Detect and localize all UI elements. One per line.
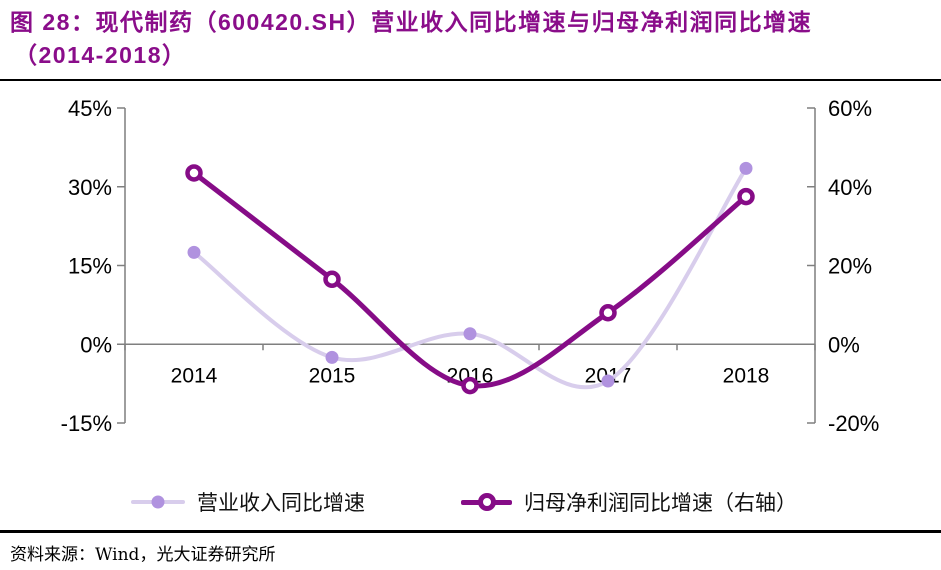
legend-item-profit: 归母净利润同比增速（右轴） bbox=[461, 487, 797, 517]
title-divider bbox=[0, 79, 941, 81]
left-axis-tick-label: -15% bbox=[61, 411, 112, 436]
figure-title: 图 28：现代制药（600420.SH）营业收入同比增速与归母净利润同比增速 （… bbox=[10, 6, 935, 72]
legend-item-revenue: 营业收入同比增速 bbox=[131, 487, 365, 517]
series-revenue-marker bbox=[739, 161, 753, 175]
right-axis-tick-label: 60% bbox=[828, 96, 872, 121]
x-axis-category-label: 2018 bbox=[723, 364, 770, 387]
right-axis-tick-label: 40% bbox=[828, 175, 872, 200]
series-profit-marker bbox=[737, 187, 755, 206]
x-axis-category-label: 2014 bbox=[171, 364, 218, 387]
series-revenue-marker bbox=[463, 327, 477, 341]
series-profit-line bbox=[191, 170, 749, 389]
right-axis-tick-label: 20% bbox=[828, 254, 872, 279]
left-axis-tick-label: 0% bbox=[80, 332, 112, 357]
right-axis-tick-label: -20% bbox=[828, 411, 879, 436]
profit-line-swatch-icon bbox=[461, 493, 512, 511]
left-axis-tick-label: 30% bbox=[68, 175, 112, 200]
series-revenue-marker bbox=[601, 374, 615, 388]
series-revenue-line bbox=[192, 166, 748, 390]
legend-label-profit: 归母净利润同比增速（右轴） bbox=[524, 491, 797, 515]
revenue-dot-icon bbox=[151, 495, 165, 509]
figure-title-line1: 图 28：现代制药（600420.SH）营业收入同比增速与归母净利润同比增速 bbox=[10, 9, 813, 35]
series-profit-marker bbox=[461, 376, 479, 395]
chart-legend: 营业收入同比增速 归母净利润同比增速（右轴） bbox=[0, 487, 941, 517]
left-axis-tick-label: 15% bbox=[68, 254, 112, 279]
footer-divider bbox=[0, 530, 941, 533]
left-axis-tick-label: 45% bbox=[68, 96, 112, 121]
data-source: 资料来源：Wind，光大证券研究所 bbox=[10, 545, 276, 565]
x-axis-category-label: 2015 bbox=[309, 364, 356, 387]
figure-title-line2: （2014-2018） bbox=[14, 42, 187, 68]
series-profit-marker bbox=[323, 270, 341, 289]
series-revenue-marker bbox=[187, 245, 201, 259]
series-profit-marker bbox=[185, 164, 203, 182]
legend-label-revenue: 营业收入同比增速 bbox=[197, 491, 365, 515]
right-axis-tick-label: 0% bbox=[828, 332, 860, 357]
revenue-line-swatch-icon bbox=[131, 495, 185, 509]
series-revenue-marker bbox=[325, 350, 339, 364]
series-profit-marker bbox=[599, 304, 617, 322]
profit-ring-icon bbox=[477, 493, 496, 511]
